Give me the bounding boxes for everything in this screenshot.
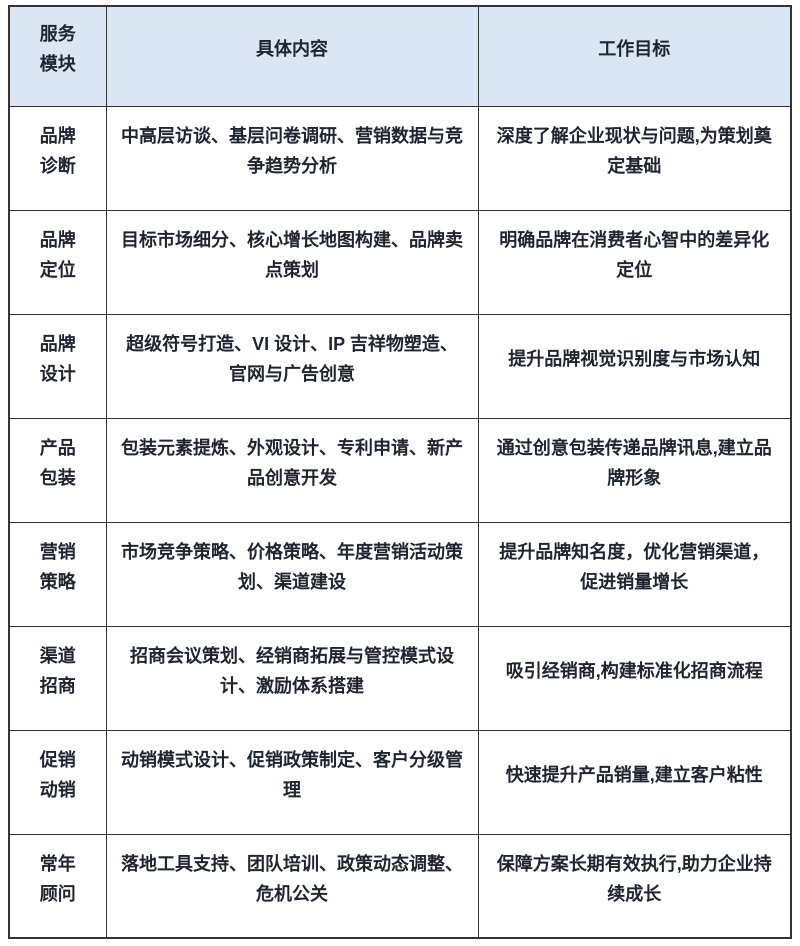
- table-row: 品牌 定位 目标市场细分、核心增长地图构建、品牌卖点策划 明确品牌在消费者心智中…: [8, 209, 792, 315]
- module-cell: 常年 顾问: [8, 833, 107, 939]
- goal-cell: 保障方案长期有效执行,助力企业持续成长: [477, 833, 792, 939]
- content-cell: 市场竞争策略、价格策略、年度营销活动策划、渠道建设: [105, 521, 479, 627]
- table-row: 营销 策略 市场竞争策略、价格策略、年度营销活动策划、渠道建设 提升品牌知名度，…: [8, 521, 792, 627]
- header-specific-content: 具体内容: [105, 5, 479, 107]
- module-cell: 品牌 设计: [8, 313, 107, 419]
- goal-cell: 深度了解企业现状与问题,为策划奠定基础: [477, 105, 792, 211]
- content-cell: 落地工具支持、团队培训、政策动态调整、危机公关: [105, 833, 479, 939]
- content-cell: 包装元素提炼、外观设计、专利申请、新产品创意开发: [105, 417, 479, 523]
- module-cell: 促销 动销: [8, 729, 107, 835]
- goal-cell: 快速提升产品销量,建立客户粘性: [477, 729, 792, 835]
- header-service-module: 服务 模块: [8, 5, 107, 107]
- content-cell: 中高层访谈、基层问卷调研、营销数据与竞争趋势分析: [105, 105, 479, 211]
- table-row: 渠道 招商 招商会议策划、经销商拓展与管控模式设计、激励体系搭建 吸引经销商,构…: [8, 625, 792, 731]
- table-row: 常年 顾问 落地工具支持、团队培训、政策动态调整、危机公关 保障方案长期有效执行…: [8, 833, 792, 939]
- table-row: 促销 动销 动销模式设计、促销政策制定、客户分级管理 快速提升产品销量,建立客户…: [8, 729, 792, 835]
- goal-cell: 吸引经销商,构建标准化招商流程: [477, 625, 792, 731]
- goal-cell: 提升品牌知名度，优化营销渠道，促进销量增长: [477, 521, 792, 627]
- goal-cell: 提升品牌视觉识别度与市场认知: [477, 313, 792, 419]
- table-row: 品牌 设计 超级符号打造、VI 设计、IP 吉祥物塑造、官网与广告创意 提升品牌…: [8, 313, 792, 419]
- content-cell: 动销模式设计、促销政策制定、客户分级管理: [105, 729, 479, 835]
- content-cell: 招商会议策划、经销商拓展与管控模式设计、激励体系搭建: [105, 625, 479, 731]
- goal-cell: 通过创意包装传递品牌讯息,建立品牌形象: [477, 417, 792, 523]
- header-work-goal: 工作目标: [477, 5, 792, 107]
- module-cell: 产品 包装: [8, 417, 107, 523]
- content-cell: 目标市场细分、核心增长地图构建、品牌卖点策划: [105, 209, 479, 315]
- module-cell: 渠道 招商: [8, 625, 107, 731]
- module-cell: 营销 策略: [8, 521, 107, 627]
- table-header-row: 服务 模块 具体内容 工作目标: [8, 5, 792, 107]
- table-row: 产品 包装 包装元素提炼、外观设计、专利申请、新产品创意开发 通过创意包装传递品…: [8, 417, 792, 523]
- table-row: 品牌 诊断 中高层访谈、基层问卷调研、营销数据与竞争趋势分析 深度了解企业现状与…: [8, 105, 792, 211]
- module-cell: 品牌 诊断: [8, 105, 107, 211]
- module-cell: 品牌 定位: [8, 209, 107, 315]
- content-cell: 超级符号打造、VI 设计、IP 吉祥物塑造、官网与广告创意: [105, 313, 479, 419]
- service-modules-table: 服务 模块 具体内容 工作目标 品牌 诊断 中高层访谈、基层问卷调研、营销数据与…: [8, 5, 792, 939]
- goal-cell: 明确品牌在消费者心智中的差异化定位: [477, 209, 792, 315]
